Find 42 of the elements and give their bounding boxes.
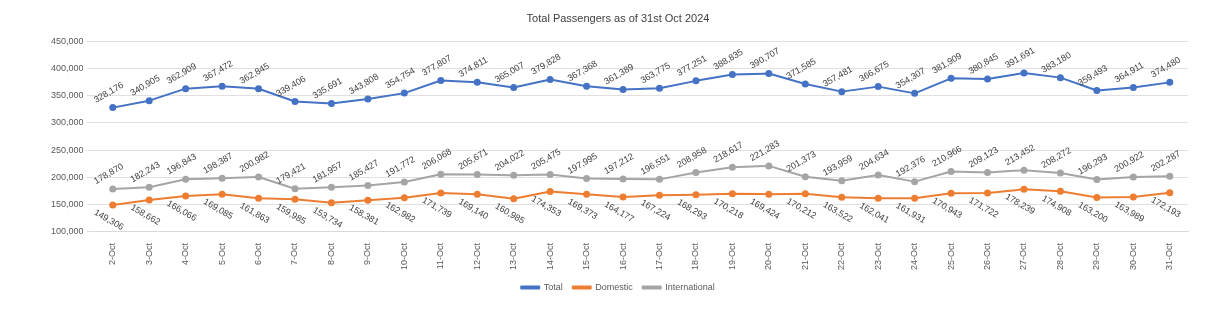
legend-label: International (665, 281, 715, 292)
x-tick-label: 25-Oct (945, 242, 956, 271)
y-tick-label: 400,000 (50, 62, 84, 73)
x-tick-label: 24-Oct (909, 242, 920, 271)
x-tick-label: 18-Oct (690, 242, 701, 271)
x-tick-label: 14-Oct (544, 242, 555, 271)
legend-label: Total (543, 281, 563, 292)
x-tick-label: 5-Oct (216, 242, 227, 266)
x-tick-label: 17-Oct (653, 242, 664, 271)
x-tick-label: 12-Oct (471, 242, 482, 271)
y-tick-label: 100,000 (50, 226, 84, 237)
legend-label: Domestic (595, 281, 634, 292)
x-tick-label: 2-Oct (107, 242, 118, 266)
x-tick-label: 10-Oct (398, 242, 409, 271)
x-tick-label: 4-Oct (180, 242, 191, 266)
y-tick-label: 150,000 (50, 199, 84, 210)
x-tick-label: 7-Oct (289, 242, 300, 266)
x-tick-label: 6-Oct (253, 242, 264, 266)
x-tick-label: 19-Oct (726, 242, 737, 271)
x-tick-label: 21-Oct (799, 242, 810, 271)
y-tick-label: 450,000 (50, 35, 84, 46)
x-tick-label: 31-Oct (1164, 242, 1175, 271)
x-tick-label: 15-Oct (581, 242, 592, 271)
x-tick-label: 3-Oct (143, 242, 154, 266)
x-tick-label: 27-Oct (1018, 242, 1029, 271)
x-tick-label: 9-Oct (362, 242, 373, 266)
x-tick-label: 26-Oct (982, 242, 993, 271)
y-tick-label: 350,000 (50, 90, 84, 101)
y-tick-label: 200,000 (50, 171, 84, 182)
x-tick-label: 29-Oct (1091, 242, 1102, 271)
x-tick-label: 16-Oct (617, 242, 628, 271)
x-tick-label: 20-Oct (763, 242, 774, 271)
x-tick-label: 23-Oct (872, 242, 883, 271)
x-tick-label: 22-Oct (836, 242, 847, 271)
x-tick-label: 8-Oct (325, 242, 336, 266)
y-tick-label: 250,000 (50, 144, 84, 155)
x-tick-label: 11-Oct (435, 242, 446, 270)
y-tick-label: 300,000 (50, 117, 84, 128)
x-tick-label: 30-Oct (1127, 242, 1138, 271)
x-tick-label: 28-Oct (1054, 242, 1065, 271)
chart-title: Total Passengers as of 31st Oct 2024 (526, 11, 710, 24)
x-tick-label: 13-Oct (508, 242, 519, 271)
